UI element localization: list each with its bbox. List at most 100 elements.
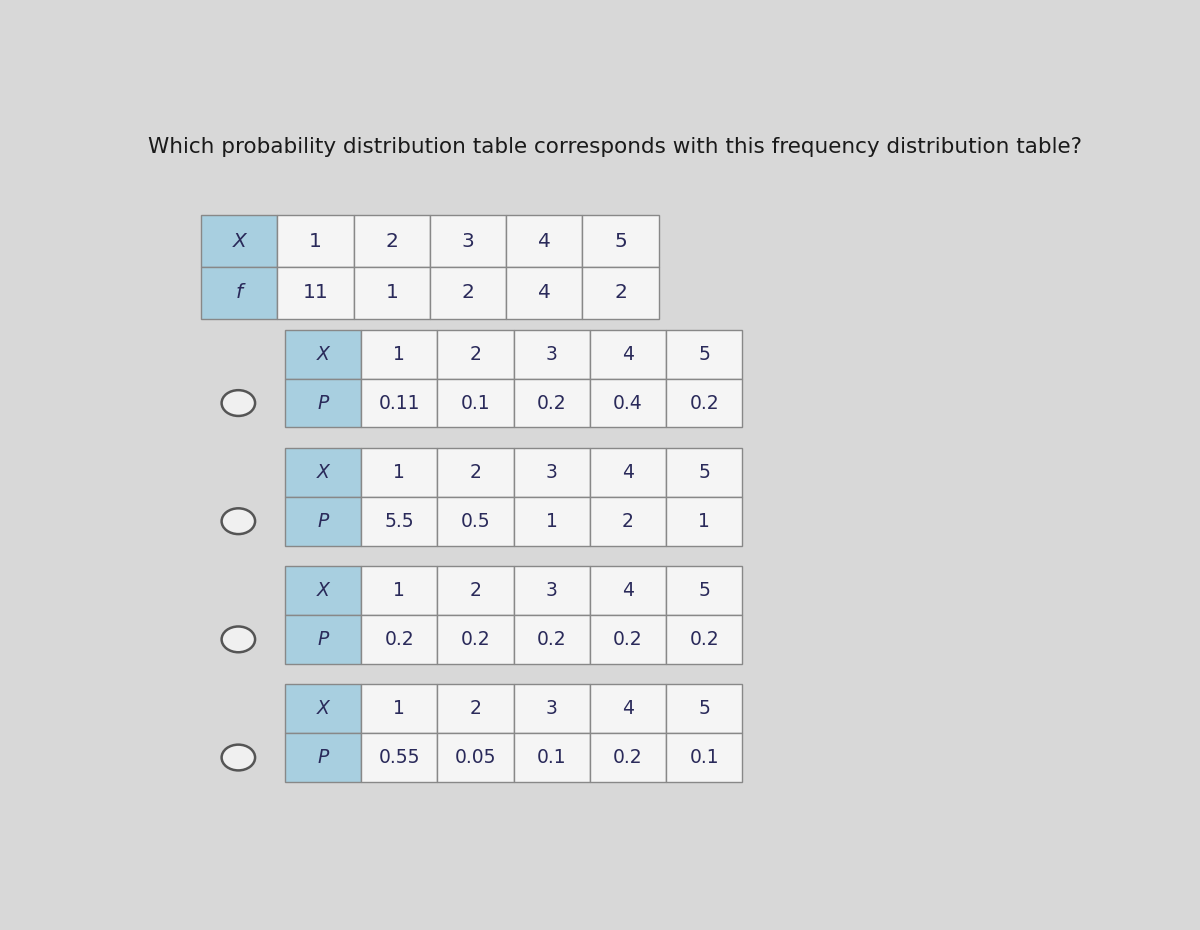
Bar bbox=[284, 330, 361, 379]
Text: 3: 3 bbox=[546, 699, 558, 718]
Text: X: X bbox=[317, 463, 330, 482]
Bar bbox=[284, 379, 361, 428]
Bar bbox=[506, 216, 582, 267]
Bar bbox=[277, 216, 354, 267]
Bar bbox=[590, 497, 666, 546]
Text: 5: 5 bbox=[698, 581, 710, 600]
Text: 0.05: 0.05 bbox=[455, 748, 497, 767]
Bar bbox=[590, 733, 666, 782]
Text: X: X bbox=[317, 345, 330, 364]
Text: P: P bbox=[317, 630, 329, 649]
Text: 5.5: 5.5 bbox=[384, 512, 414, 531]
Bar bbox=[354, 267, 430, 319]
Bar bbox=[430, 216, 506, 267]
Text: 1: 1 bbox=[394, 345, 406, 364]
Bar bbox=[284, 497, 361, 546]
Bar bbox=[590, 330, 666, 379]
Bar bbox=[284, 615, 361, 664]
Bar bbox=[666, 330, 743, 379]
Text: 4: 4 bbox=[538, 232, 551, 251]
Bar bbox=[514, 497, 590, 546]
Text: 2: 2 bbox=[469, 699, 481, 718]
Text: 0.2: 0.2 bbox=[536, 630, 566, 649]
Text: 1: 1 bbox=[394, 463, 406, 482]
Text: 3: 3 bbox=[462, 232, 474, 251]
Text: 3: 3 bbox=[546, 345, 558, 364]
Text: 2: 2 bbox=[469, 581, 481, 600]
Text: P: P bbox=[317, 512, 329, 531]
Text: 4: 4 bbox=[622, 699, 634, 718]
Bar bbox=[361, 448, 437, 497]
Bar bbox=[437, 566, 514, 615]
Text: P: P bbox=[317, 393, 329, 413]
Text: 1: 1 bbox=[546, 512, 558, 531]
Text: 0.2: 0.2 bbox=[461, 630, 491, 649]
Text: 2: 2 bbox=[385, 232, 398, 251]
Text: X: X bbox=[233, 232, 246, 251]
Text: 5: 5 bbox=[698, 699, 710, 718]
Bar bbox=[506, 267, 582, 319]
Bar bbox=[361, 379, 437, 428]
Bar bbox=[514, 330, 590, 379]
Text: 2: 2 bbox=[469, 463, 481, 482]
Bar bbox=[666, 497, 743, 546]
Bar bbox=[666, 448, 743, 497]
Bar bbox=[430, 267, 506, 319]
Bar bbox=[284, 566, 361, 615]
Text: P: P bbox=[317, 748, 329, 767]
Text: 0.1: 0.1 bbox=[461, 393, 491, 413]
Bar bbox=[514, 684, 590, 733]
Text: 0.2: 0.2 bbox=[613, 748, 643, 767]
Bar bbox=[437, 615, 514, 664]
Text: 1: 1 bbox=[310, 232, 322, 251]
Text: 0.2: 0.2 bbox=[690, 393, 719, 413]
Text: 1: 1 bbox=[385, 284, 398, 302]
Text: 2: 2 bbox=[622, 512, 634, 531]
Text: Which probability distribution table corresponds with this frequency distributio: Which probability distribution table cor… bbox=[148, 137, 1082, 156]
Bar bbox=[284, 448, 361, 497]
Text: 5: 5 bbox=[698, 345, 710, 364]
Text: 1: 1 bbox=[394, 699, 406, 718]
Bar bbox=[514, 615, 590, 664]
Text: 11: 11 bbox=[302, 284, 329, 302]
Text: 0.2: 0.2 bbox=[536, 393, 566, 413]
Circle shape bbox=[222, 627, 256, 652]
Bar bbox=[437, 684, 514, 733]
Bar bbox=[582, 216, 659, 267]
Bar bbox=[666, 566, 743, 615]
Text: X: X bbox=[317, 581, 330, 600]
Bar bbox=[437, 448, 514, 497]
Bar bbox=[202, 216, 277, 267]
Text: 0.55: 0.55 bbox=[378, 748, 420, 767]
Text: 3: 3 bbox=[546, 581, 558, 600]
Bar bbox=[361, 497, 437, 546]
Bar bbox=[514, 733, 590, 782]
Bar bbox=[514, 379, 590, 428]
Text: 4: 4 bbox=[622, 345, 634, 364]
Text: 4: 4 bbox=[538, 284, 551, 302]
Text: 0.1: 0.1 bbox=[690, 748, 719, 767]
Bar bbox=[277, 267, 354, 319]
Text: 3: 3 bbox=[546, 463, 558, 482]
Bar bbox=[514, 448, 590, 497]
Text: 5: 5 bbox=[614, 232, 626, 251]
Text: 5: 5 bbox=[698, 463, 710, 482]
Bar bbox=[590, 615, 666, 664]
Text: 4: 4 bbox=[622, 463, 634, 482]
Circle shape bbox=[222, 391, 256, 416]
Bar bbox=[437, 379, 514, 428]
Text: 0.5: 0.5 bbox=[461, 512, 491, 531]
Text: 1: 1 bbox=[394, 581, 406, 600]
Text: 0.4: 0.4 bbox=[613, 393, 643, 413]
Text: 0.2: 0.2 bbox=[690, 630, 719, 649]
Bar bbox=[361, 684, 437, 733]
Text: 4: 4 bbox=[622, 581, 634, 600]
Bar bbox=[590, 379, 666, 428]
Bar bbox=[361, 733, 437, 782]
Bar bbox=[361, 566, 437, 615]
Circle shape bbox=[222, 745, 256, 770]
Text: 0.1: 0.1 bbox=[536, 748, 566, 767]
Text: f: f bbox=[235, 284, 242, 302]
Bar bbox=[284, 733, 361, 782]
Text: 1: 1 bbox=[698, 512, 710, 531]
